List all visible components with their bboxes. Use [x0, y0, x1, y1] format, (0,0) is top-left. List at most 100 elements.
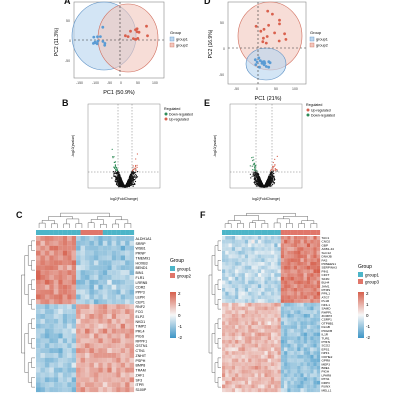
- heatmap-cell: [98, 309, 103, 315]
- pca-right-xtick: 50: [274, 87, 278, 91]
- heatmap-cell: [76, 245, 81, 251]
- heatmap-cell: [313, 239, 317, 244]
- group-annotation-cell: [235, 230, 239, 235]
- heatmap-cell: [67, 279, 72, 285]
- heatmap-cell: [306, 377, 311, 381]
- heatmap-cell: [222, 288, 226, 292]
- heatmap-cell: [111, 275, 117, 280]
- heatmap-cell: [80, 284, 86, 290]
- heatmap-cell: [76, 318, 81, 324]
- heatmap-cell: [44, 338, 50, 344]
- volcano-point: [257, 173, 259, 175]
- group2-point: [261, 40, 265, 44]
- heatmap-cell: [120, 387, 126, 393]
- heatmap-cell: [300, 306, 304, 311]
- heatmap-cell: [238, 336, 242, 341]
- heatmap-cell: [280, 243, 285, 248]
- heatmap-cell: [310, 340, 314, 344]
- heatmap-cell: [254, 247, 259, 251]
- heatmap-cell: [125, 318, 130, 324]
- heatmap-cell: [222, 321, 226, 326]
- heatmap-cell: [62, 367, 68, 373]
- gene-label: SF3: [136, 378, 143, 382]
- heatmap-cell: [254, 310, 259, 315]
- heatmap-cell: [89, 387, 94, 393]
- heatmap-cell: [261, 243, 265, 248]
- heatmap-cell: [251, 380, 255, 385]
- heatmap-cell: [313, 291, 317, 296]
- heatmap-cell: [287, 276, 291, 281]
- heatmap-cell: [80, 328, 86, 334]
- heatmap-cell: [251, 299, 255, 303]
- dendrogram-branch: [217, 377, 221, 388]
- heatmap-cell: [53, 299, 59, 305]
- heatmap-cell: [62, 372, 68, 378]
- heatmap-cell: [310, 288, 314, 292]
- volcano-point: [132, 183, 134, 185]
- heatmap-cell: [225, 269, 229, 274]
- heatmap-cell: [300, 317, 304, 322]
- heatmap-cell: [297, 366, 301, 370]
- heatmap-cell: [287, 299, 291, 303]
- heatmap-cell: [244, 351, 249, 355]
- heatmap-cell: [261, 336, 265, 341]
- gene-label: PIGS: [136, 334, 145, 338]
- heatmap-cell: [274, 310, 278, 315]
- heatmap-cell: [85, 372, 90, 378]
- heatmap-cell: [271, 273, 275, 277]
- heatmap-cell: [310, 332, 314, 337]
- heatmap-cell: [129, 343, 135, 349]
- volcano-point: [255, 183, 257, 186]
- volcano-point: [116, 176, 118, 178]
- heatmap-cell: [120, 328, 126, 334]
- heatmap-cell: [67, 323, 72, 329]
- heatmap-cell: [107, 245, 112, 251]
- heatmap-cell: [93, 260, 99, 266]
- dendrogram-branch: [273, 222, 281, 228]
- group-annotation-cell: [284, 230, 288, 235]
- heatmap-cell: [49, 372, 54, 378]
- heatmap-cell: [316, 332, 321, 337]
- dendrogram-branch: [28, 245, 32, 266]
- heatmap-cell: [71, 299, 77, 305]
- heatmap-cell: [274, 347, 278, 352]
- heatmap-cell: [310, 380, 314, 385]
- dendrogram-branch: [286, 223, 293, 228]
- heatmap-cell: [293, 314, 298, 318]
- heatmap-cell: [98, 382, 103, 388]
- volcano-right-frame: [229, 103, 303, 189]
- dendrogram-branch: [63, 223, 70, 228]
- heatmap-cell: [44, 314, 50, 319]
- heatmap-cell: [284, 351, 288, 355]
- heatmap-cell: [107, 318, 112, 324]
- heatmap-cell: [261, 321, 265, 326]
- heatmap-cell: [80, 348, 86, 354]
- heatmap-cell: [102, 314, 108, 319]
- heatmap-cell: [254, 239, 259, 244]
- heatmap-cell: [277, 380, 281, 385]
- heatmap-cell: [107, 289, 112, 295]
- heatmap-cell: [251, 377, 255, 381]
- heatmap-cell: [102, 294, 108, 300]
- heatmap-cell: [244, 258, 249, 263]
- heatmap-cell: [264, 291, 268, 296]
- heatmap-cell: [241, 247, 245, 251]
- heatmap-cell: [80, 387, 86, 393]
- heatmap-cell: [257, 262, 262, 266]
- volcano-point: [133, 180, 135, 182]
- volcano-point: [136, 164, 138, 166]
- heatmap-cell: [67, 255, 72, 261]
- heatmap-cell: [257, 269, 262, 274]
- heatmap-cell: [67, 236, 72, 241]
- heatmap-cell: [235, 280, 239, 285]
- group-annotation-cell: [231, 230, 236, 235]
- heatmap-cell: [85, 236, 90, 241]
- volcano-point: [132, 168, 134, 171]
- heatmap-cell: [235, 332, 239, 337]
- heatmap-cell: [36, 367, 41, 373]
- heatmap-cell: [277, 276, 281, 281]
- heatmap-cell: [257, 306, 262, 311]
- heatmap-cell: [89, 240, 94, 246]
- volcano-point: [129, 184, 131, 186]
- heatmap-cell: [264, 366, 268, 370]
